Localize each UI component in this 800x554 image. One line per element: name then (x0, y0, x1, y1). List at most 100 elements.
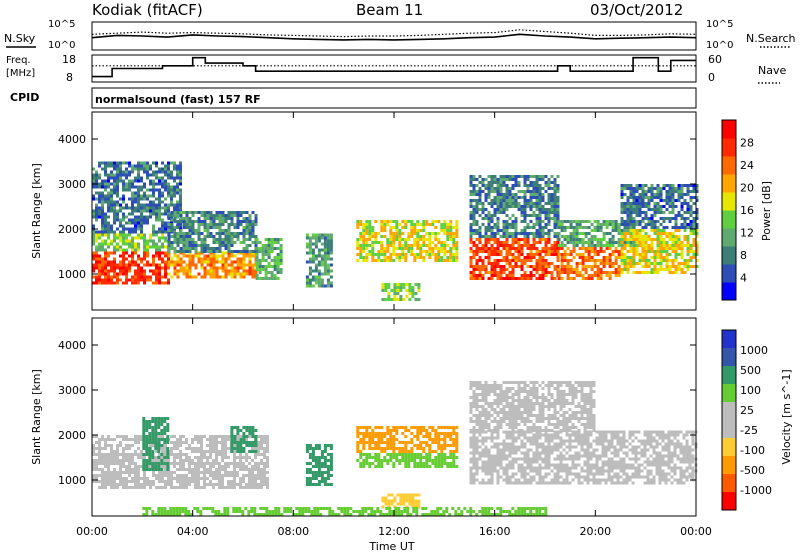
heatmap-cell (155, 164, 158, 168)
heatmap-cell (674, 244, 678, 247)
heatmap-cell (245, 486, 248, 489)
heatmap-cell (236, 426, 240, 429)
heatmap-cell (323, 251, 327, 255)
heatmap-cell (233, 456, 236, 459)
heatmap-cell (311, 477, 315, 480)
heatmap-cell (490, 217, 494, 220)
heatmap-cell (158, 245, 161, 249)
heatmap-cell (245, 429, 249, 432)
heatmap-cell (254, 480, 257, 483)
heatmap-cell (161, 480, 164, 483)
heatmap-cell (152, 474, 155, 477)
heatmap-cell (368, 447, 372, 450)
heatmap-cell (481, 223, 485, 226)
heatmap-cell (137, 179, 140, 183)
heatmap-cell (692, 196, 696, 199)
heatmap-cell (550, 217, 554, 220)
heatmap-cell (329, 465, 333, 468)
heatmap-cell (475, 274, 479, 277)
heatmap-cell (437, 256, 441, 259)
heatmap-cell (155, 486, 158, 489)
heatmap-cell (635, 211, 639, 214)
heatmap-cell (446, 235, 450, 238)
heatmap-cell (413, 465, 417, 468)
heatmap-cell (659, 208, 663, 211)
heatmap-cell (137, 278, 140, 282)
heatmap-cell (101, 257, 104, 261)
heatmap-cell (329, 275, 333, 279)
heatmap-cell (368, 232, 372, 235)
heatmap-cell (602, 220, 606, 223)
heatmap-cell (221, 214, 225, 217)
heatmap-cell (686, 223, 690, 226)
heatmap-cell (417, 283, 421, 286)
heatmap-cell (437, 447, 441, 450)
heatmap-cell (131, 453, 134, 456)
heatmap-cell (626, 256, 630, 259)
heatmap-cell (508, 178, 512, 181)
heatmap-cell (496, 241, 500, 244)
heatmap-cell (311, 474, 315, 477)
heatmap-cell (683, 202, 687, 205)
heatmap-cell (230, 272, 234, 276)
heatmap-cell (248, 471, 251, 474)
freq-label-1: Freq. (6, 55, 31, 66)
heatmap-cell (629, 235, 633, 238)
heatmap-cell (152, 203, 155, 207)
heatmap-cell (146, 164, 149, 168)
heatmap-cell (227, 235, 231, 238)
heatmap-cell (422, 244, 426, 247)
heatmap-cell (635, 223, 639, 226)
heatmap-cell (248, 486, 251, 489)
heatmap-cell (149, 480, 152, 483)
heatmap-cell (215, 447, 218, 450)
heatmap-cell (248, 480, 251, 483)
heatmap-cell (608, 223, 612, 226)
heatmap-cell (686, 253, 690, 256)
heatmap-cell (215, 223, 219, 226)
heatmap-cell (92, 173, 95, 177)
heatmap-cell (674, 253, 678, 256)
heatmap-cell (514, 205, 518, 208)
heatmap-cell (605, 226, 609, 229)
heatmap-cell (110, 281, 113, 285)
heatmap-cell (538, 214, 542, 217)
heatmap-cell (529, 199, 533, 202)
heatmap-cell (191, 468, 194, 471)
heatmap-cell (95, 203, 98, 207)
heatmap-cell (161, 236, 164, 240)
heatmap-cell (173, 232, 177, 235)
heatmap-cell (520, 250, 524, 253)
heatmap-cell (164, 269, 167, 273)
heatmap-cell (170, 244, 174, 247)
heatmap-cell (273, 274, 277, 277)
heatmap-cell (638, 202, 642, 205)
heatmap-cell (137, 486, 140, 489)
heatmap-cell (365, 238, 369, 241)
heatmap-cell (157, 447, 161, 450)
heatmap-cell (317, 462, 321, 465)
heatmap-cell (505, 220, 509, 223)
heatmap-cell (200, 211, 204, 214)
heatmap-cell (209, 272, 213, 276)
heatmap-cell (481, 277, 485, 280)
heatmap-cell (566, 241, 570, 244)
heatmap-cell (478, 271, 482, 274)
heatmap-cell (392, 462, 396, 465)
heatmap-cell (560, 235, 564, 238)
heatmap-cell (452, 253, 456, 256)
heatmap-cell (674, 190, 678, 193)
heatmap-cell (455, 235, 459, 238)
heatmap-cell (665, 190, 669, 193)
heatmap-cell (140, 209, 143, 213)
heatmap-cell (182, 247, 186, 250)
heatmap-cell (392, 244, 396, 247)
heatmap-cell (104, 438, 107, 441)
heatmap-cell (484, 178, 488, 181)
heatmap-cell (140, 185, 143, 189)
heatmap-cell (161, 456, 164, 459)
heatmap-cell (104, 459, 107, 462)
heatmap-cell (668, 217, 672, 220)
heatmap-cell (529, 244, 533, 247)
heatmap-cell (617, 265, 621, 268)
